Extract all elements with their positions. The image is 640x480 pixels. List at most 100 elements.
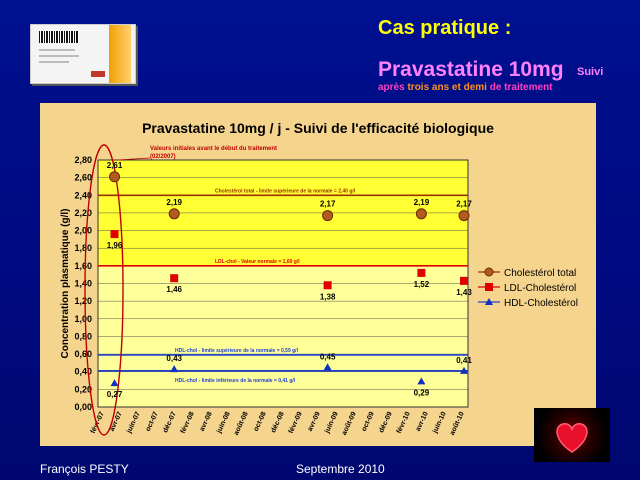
reference-line-label: HDL-chol - limite supérieure de la norma… — [175, 348, 299, 354]
y-tick-label: 0,20 — [74, 384, 92, 394]
ldl-point — [323, 281, 332, 290]
hdl-label: 0,29 — [414, 388, 430, 397]
barcode-graphic — [39, 31, 79, 43]
author-footer: François PESTY — [40, 462, 129, 476]
y-tick-label: 2,40 — [74, 190, 92, 200]
suivi-label: Suivi — [577, 66, 604, 78]
y-tick-label: 2,20 — [74, 208, 92, 218]
x-tick-label: déc-08 — [270, 411, 286, 434]
baseline-ellipse — [84, 144, 124, 436]
box-logo — [91, 71, 105, 77]
y-tick-label: 1,00 — [74, 314, 92, 324]
reference-line-label: Cholestérol total - limite supérieure de… — [215, 188, 356, 194]
ldl-label: 1,43 — [456, 288, 472, 297]
x-tick-label: oct-07 — [145, 411, 160, 433]
slide-title: Cas pratique : — [378, 17, 512, 39]
total-cholesterol-label: 2,17 — [320, 200, 336, 209]
y-tick-label: 1,60 — [74, 261, 92, 271]
medication-box-image — [30, 24, 136, 84]
x-tick-label: avr-09 — [307, 411, 322, 433]
x-tick-label: juin-10 — [432, 411, 448, 435]
x-tick-label: déc-07 — [162, 411, 178, 434]
x-tick-label: juin-08 — [216, 411, 232, 435]
total-cholesterol-label: 2,17 — [456, 200, 472, 209]
y-tick-label: 1,20 — [74, 296, 92, 306]
hdl-label: 0,43 — [166, 354, 182, 363]
annotation-text: Valeurs initiales avant le début du trai… — [150, 146, 277, 152]
ldl-label: 1,38 — [320, 292, 336, 301]
subtitle-post: de traitement — [486, 82, 553, 93]
drug-title: Pravastatine 10mg — [378, 58, 564, 81]
x-tick-label: oct-09 — [361, 411, 376, 433]
x-tick-label: juin-09 — [324, 411, 340, 435]
subtitle: après trois ans et demi de traitement — [378, 82, 553, 93]
annotation-connector — [117, 157, 151, 161]
hdl-label: 0,45 — [320, 352, 336, 361]
x-tick-label: avr-07 — [109, 411, 124, 433]
total-cholesterol-label: 2,19 — [166, 198, 182, 207]
x-tick-label: févr-09 — [288, 411, 304, 435]
y-tick-label: 2,80 — [74, 155, 92, 165]
hdl-label: 0,41 — [456, 356, 472, 365]
box-text-line — [39, 49, 75, 51]
chart-title: Pravastatine 10mg / j - Suivi de l'effic… — [142, 120, 494, 136]
total-cholesterol-point — [458, 210, 470, 222]
legend-label: Cholestérol total — [504, 268, 576, 279]
x-tick-label: juin-07 — [126, 411, 142, 435]
y-tick-label: 0,40 — [74, 367, 92, 377]
x-tick-label: oct-08 — [253, 411, 268, 433]
y-tick-label: 2,60 — [74, 173, 92, 183]
hdl-point — [417, 377, 426, 385]
annotation-date: (02/2007) — [150, 154, 176, 160]
total-cholesterol-point — [109, 171, 121, 183]
total-cholesterol-point — [415, 208, 427, 220]
date-footer: Septembre 2010 — [296, 462, 385, 476]
x-tick-label: févr-08 — [180, 411, 196, 435]
x-tick-label: déc-09 — [378, 411, 394, 434]
total-cholesterol-point — [322, 210, 334, 222]
heart-shape — [556, 423, 588, 453]
ldl-point — [170, 274, 179, 283]
total-cholesterol-point — [168, 208, 180, 220]
legend-marker — [484, 267, 494, 277]
x-tick-label: août-09 — [341, 411, 358, 437]
reference-line-label: HDL-chol - limite inférieure de la norma… — [175, 378, 296, 384]
subtitle-pre: après — [378, 82, 408, 93]
legend-label: HDL-Cholestérol — [504, 298, 578, 309]
reference-line-label: LDL-chol - Valeur normale = 1,60 g/l — [215, 259, 300, 265]
legend-label: LDL-Cholestérol — [504, 283, 576, 294]
box-side-panel — [109, 25, 131, 83]
y-tick-label: 1,40 — [74, 279, 92, 289]
x-tick-label: août-10 — [449, 411, 466, 437]
hdl-label: 0,27 — [107, 390, 123, 399]
x-tick-label: févr-10 — [396, 411, 412, 435]
hdl-point — [170, 365, 179, 373]
ldl-point — [460, 276, 468, 285]
ldl-label: 1,96 — [107, 241, 123, 250]
x-tick-label: août-08 — [233, 411, 250, 437]
x-tick-label: avr-08 — [199, 411, 214, 433]
total-cholesterol-label: 2,19 — [414, 198, 430, 207]
box-text-line — [39, 55, 79, 57]
box-text-line — [39, 61, 69, 63]
y-tick-label: 1,80 — [74, 243, 92, 253]
y-tick-label: 0,00 — [74, 402, 92, 412]
y-tick-label: 0,80 — [74, 331, 92, 341]
legend-marker — [485, 298, 493, 305]
ldl-point — [110, 230, 119, 239]
ldl-label: 1,52 — [414, 280, 430, 289]
hdl-point — [460, 366, 468, 374]
hdl-point — [323, 363, 332, 371]
y-axis-title: Concentration plasmatique (g/l) — [60, 208, 71, 358]
ldl-label: 1,46 — [166, 285, 182, 294]
y-tick-label: 2,00 — [74, 226, 92, 236]
heart-icon — [534, 408, 610, 462]
x-tick-label: avr-10 — [415, 411, 430, 433]
legend-marker — [485, 283, 493, 291]
ldl-point — [417, 268, 426, 277]
y-tick-label: 0,60 — [74, 349, 92, 359]
total-cholesterol-label: 2,61 — [107, 161, 123, 170]
subtitle-highlight: trois ans et demi — [407, 82, 487, 93]
